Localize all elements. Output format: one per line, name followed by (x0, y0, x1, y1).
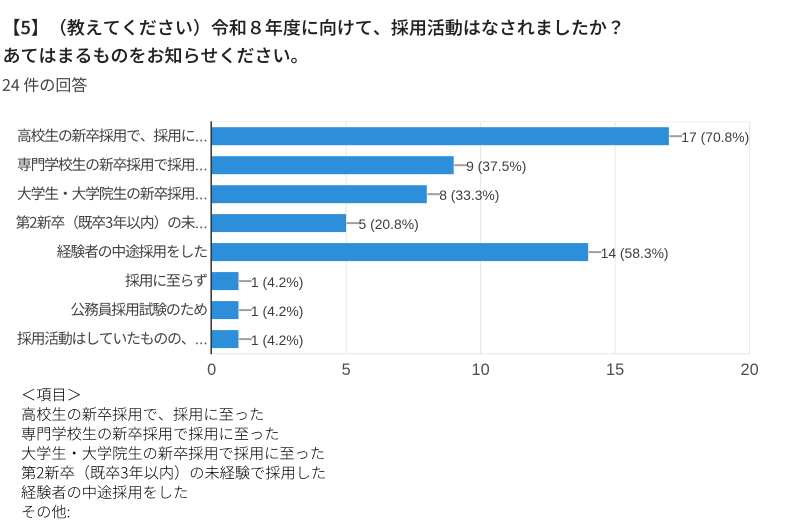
svg-text:8 (33.3%): 8 (33.3%) (439, 187, 499, 203)
svg-text:15: 15 (606, 361, 624, 379)
svg-text:14 (58.3%): 14 (58.3%) (601, 245, 669, 261)
svg-text:0: 0 (207, 361, 216, 379)
svg-text:17 (70.8%): 17 (70.8%) (681, 129, 749, 145)
svg-text:5 (20.8%): 5 (20.8%) (359, 216, 419, 232)
svg-text:1 (4.2%): 1 (4.2%) (251, 274, 304, 290)
svg-text:1 (4.2%): 1 (4.2%) (251, 332, 304, 348)
svg-text:20: 20 (741, 361, 759, 379)
svg-text:5: 5 (342, 361, 351, 379)
svg-text:9 (37.5%): 9 (37.5%) (466, 158, 526, 174)
svg-text:10: 10 (472, 361, 490, 379)
svg-text:1 (4.2%): 1 (4.2%) (251, 303, 304, 319)
